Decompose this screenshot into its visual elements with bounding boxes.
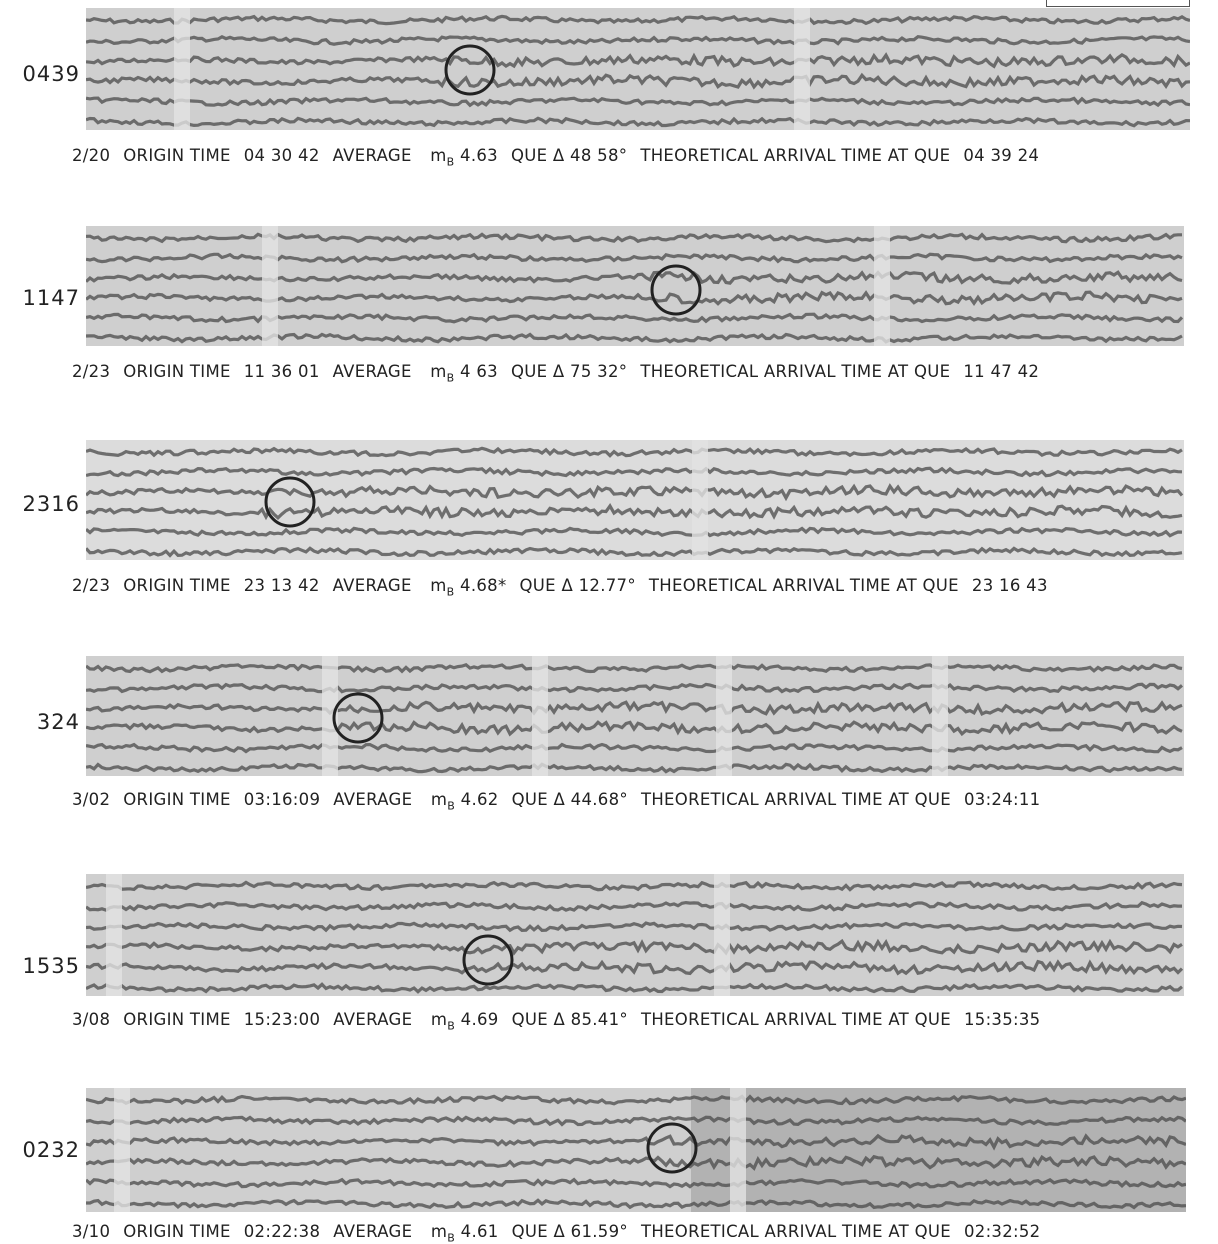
seismogram-record — [86, 8, 1190, 130]
seismic-trace — [86, 700, 1183, 717]
time-mark-gap — [262, 226, 278, 346]
seismogram-record — [86, 1088, 1186, 1212]
seismic-trace — [86, 483, 1184, 502]
seismogram-traces — [86, 874, 1184, 996]
panel-time-label: 0439 — [22, 62, 80, 86]
seismic-trace — [86, 526, 1183, 538]
panel-time-label: 2316 — [22, 492, 80, 516]
event-caption: 3/08 ORIGIN TIME 15:23:00 AVERAGE mB 4.69 QU… — [72, 1010, 1041, 1033]
seismogram-record — [86, 656, 1184, 776]
time-mark-gap — [692, 440, 708, 560]
event-caption: 2/23 ORIGIN TIME 11 36 01 AVERAGE mB 4 63 QU… — [72, 362, 1040, 385]
seismic-trace — [86, 921, 1183, 933]
seismic-trace — [86, 938, 1183, 956]
event-caption: 2/20 ORIGIN TIME 04 30 42 AVERAGE mB 4.63 QU… — [72, 146, 1040, 169]
seismic-trace — [86, 1154, 1186, 1171]
seismic-trace — [86, 72, 1190, 90]
seismic-trace — [86, 546, 1183, 558]
time-mark-gap — [106, 874, 122, 996]
seismic-trace — [86, 663, 1183, 674]
time-mark-gap — [874, 226, 890, 346]
seismic-trace — [86, 116, 1190, 128]
seismogram-record — [86, 874, 1184, 996]
seismic-trace — [86, 982, 1183, 994]
time-mark-gap — [730, 1088, 746, 1212]
seismic-trace — [86, 900, 1182, 912]
arrival-circle-marker — [650, 264, 702, 316]
seismic-trace — [86, 1133, 1186, 1151]
seismic-trace — [86, 1115, 1186, 1127]
event-caption: 3/10 ORIGIN TIME 02:22:38 AVERAGE mB 4.61 QU… — [72, 1222, 1041, 1244]
time-mark-gap — [322, 656, 338, 776]
seismic-trace — [86, 466, 1183, 478]
seismic-trace — [86, 14, 1190, 26]
seismic-trace — [86, 52, 1190, 69]
seismogram-traces — [86, 226, 1184, 346]
time-mark-gap — [532, 656, 548, 776]
event-caption: 2/23 ORIGIN TIME 23 13 42 AVERAGE mB 4.68* Q… — [72, 576, 1048, 599]
seismogram-record — [86, 226, 1184, 346]
panel-time-label: 0232 — [22, 1138, 80, 1162]
seismic-trace — [86, 1094, 1186, 1106]
seismic-trace — [86, 252, 1183, 264]
seismic-trace — [86, 742, 1183, 754]
time-mark-gap — [932, 656, 948, 776]
delta-icon: Δ — [552, 146, 565, 165]
seismogram-traces — [86, 656, 1184, 776]
seismic-trace — [86, 503, 1183, 521]
panel-time-label: 324 — [36, 710, 80, 734]
seismic-trace — [86, 682, 1184, 694]
delta-icon: Δ — [553, 1010, 566, 1029]
seismic-trace — [86, 1177, 1186, 1189]
panel-time-label: 1535 — [22, 954, 80, 978]
arrival-circle-marker — [264, 476, 316, 528]
delta-icon: Δ — [561, 576, 574, 595]
seismic-trace — [86, 1198, 1186, 1210]
time-mark-gap — [794, 8, 810, 130]
seismogram-traces — [86, 8, 1190, 130]
seismic-trace — [86, 762, 1183, 774]
event-caption: 3/02 ORIGIN TIME 03:16:09 AVERAGE mB 4.62 QU… — [72, 790, 1041, 813]
corner-scale-box — [1046, 0, 1190, 7]
time-mark-gap — [716, 656, 732, 776]
seismic-trace — [86, 720, 1183, 737]
seismic-trace — [86, 290, 1183, 307]
arrival-circle-marker — [444, 44, 496, 96]
seismic-trace — [86, 232, 1182, 244]
arrival-circle-marker — [646, 1122, 698, 1174]
seismic-trace — [86, 312, 1184, 324]
time-mark-gap — [174, 8, 190, 130]
darkened-record-area — [691, 1088, 1186, 1212]
arrival-circle-marker — [462, 934, 514, 986]
delta-icon: Δ — [553, 790, 566, 809]
seismogram-traces — [86, 440, 1184, 560]
panel-time-label: 1147 — [22, 286, 80, 310]
time-mark-gap — [114, 1088, 130, 1212]
seismic-trace — [86, 96, 1190, 108]
seismogram-traces — [86, 1088, 1186, 1212]
seismic-trace — [86, 880, 1183, 892]
seismogram-record — [86, 440, 1184, 560]
time-mark-gap — [714, 874, 730, 996]
delta-icon: Δ — [552, 362, 565, 381]
seismic-trace — [86, 959, 1184, 976]
seismic-trace — [86, 446, 1183, 458]
seismic-trace — [86, 332, 1183, 344]
arrival-circle-marker — [332, 692, 384, 744]
seismic-trace — [86, 270, 1183, 285]
delta-icon: Δ — [553, 1222, 566, 1241]
seismic-trace — [86, 35, 1190, 46]
